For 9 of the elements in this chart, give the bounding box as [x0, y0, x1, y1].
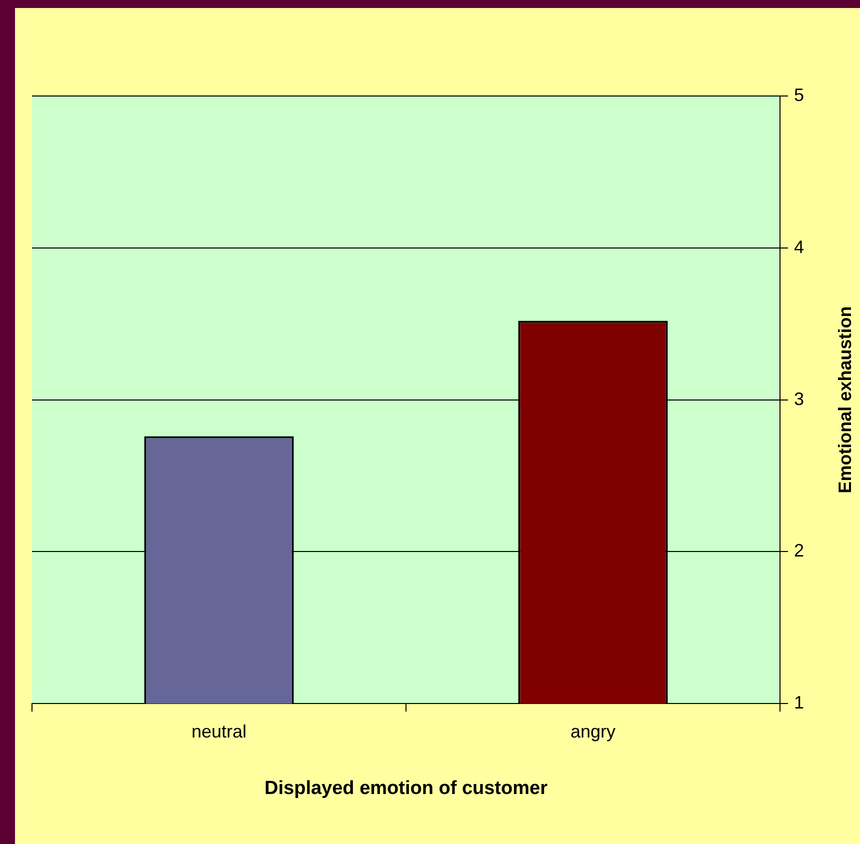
- x-tick-label: angry: [570, 721, 616, 742]
- y-axis-title: Emotional exhaustion: [834, 306, 855, 494]
- y-tick-label: 5: [794, 84, 804, 105]
- x-tick-label: neutral: [191, 721, 247, 742]
- y-tick-label: 2: [794, 540, 804, 561]
- y-tick-label: 3: [794, 388, 804, 409]
- y-tick-label: 1: [794, 692, 804, 713]
- y-tick-label: 4: [794, 236, 804, 257]
- x-axis-title: Displayed emotion of customer: [264, 778, 548, 799]
